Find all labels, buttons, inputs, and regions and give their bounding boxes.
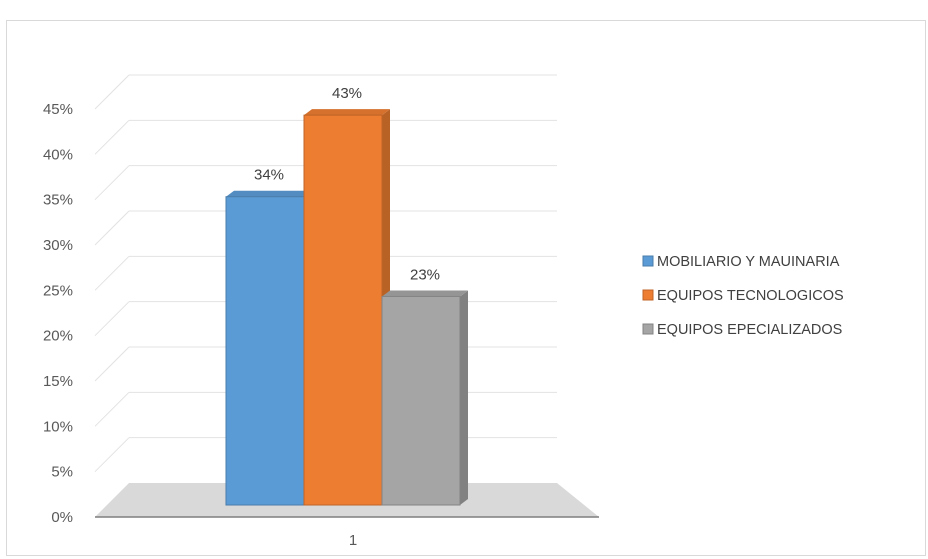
gridline-side [94,165,130,201]
bar [381,295,461,506]
bar-top [226,190,312,197]
gridline-side [94,391,130,427]
y-tick-label: 15% [43,373,73,390]
bar-top [304,109,390,116]
bar [303,114,383,506]
y-tick-label: 0% [51,509,73,526]
legend-swatch [642,323,654,335]
x-axis-ticks: 1 [349,532,357,549]
x-tick-label: 1 [349,532,357,549]
legend-item: MOBILIARIO Y MAUINARIA [642,254,840,270]
bar-group: 34% [225,167,312,506]
gridline-side [94,119,130,155]
legend-label: EQUIPOS TECNOLOGICOS [657,288,844,304]
legend-swatch [642,255,654,267]
y-tick-label: 5% [51,464,73,481]
y-tick-label: 35% [43,192,73,209]
gridline-side [94,210,130,246]
legend: MOBILIARIO Y MAUINARIA EQUIPOS TECNOLOGIC… [642,254,844,338]
bar-group: 23% [381,266,468,506]
y-tick-label: 20% [43,328,73,345]
y-tick-label: 45% [43,101,73,118]
gridline-side [94,74,130,110]
y-tick-label: 30% [43,237,73,254]
chart-frame: 0% 5% 10% 15% 20% 25% 30% 35% 40% 45% 34% 43% 23% 1… [6,20,926,556]
data-label: 34% [254,167,284,184]
y-tick-label: 10% [43,418,73,435]
y-tick-label: 40% [43,146,73,163]
legend-label: EQUIPOS EPECIALIZADOS [657,322,842,338]
bar [225,196,305,506]
bars: 34% 43% 23% [225,85,468,506]
gridline-side [94,255,130,291]
y-axis-ticks: 0% 5% 10% 15% 20% 25% 30% 35% 40% 45% [43,101,73,526]
gridline-side [94,346,130,382]
legend-label: MOBILIARIO Y MAUINARIA [657,254,840,270]
y-tick-label: 25% [43,282,73,299]
legend-swatch [642,289,654,301]
gridline-side [94,437,130,473]
bar-side [460,290,468,505]
gridline-side [94,301,130,337]
legend-item: EQUIPOS TECNOLOGICOS [642,288,844,304]
bar-chart: 0% 5% 10% 15% 20% 25% 30% 35% 40% 45% 34% 43% 23% 1… [43,74,844,549]
legend-item: EQUIPOS EPECIALIZADOS [642,322,842,338]
side-wall [95,75,129,517]
bar-group: 43% [303,85,390,506]
bar-top [382,290,468,297]
data-label: 43% [332,85,362,102]
data-label: 23% [410,266,440,283]
